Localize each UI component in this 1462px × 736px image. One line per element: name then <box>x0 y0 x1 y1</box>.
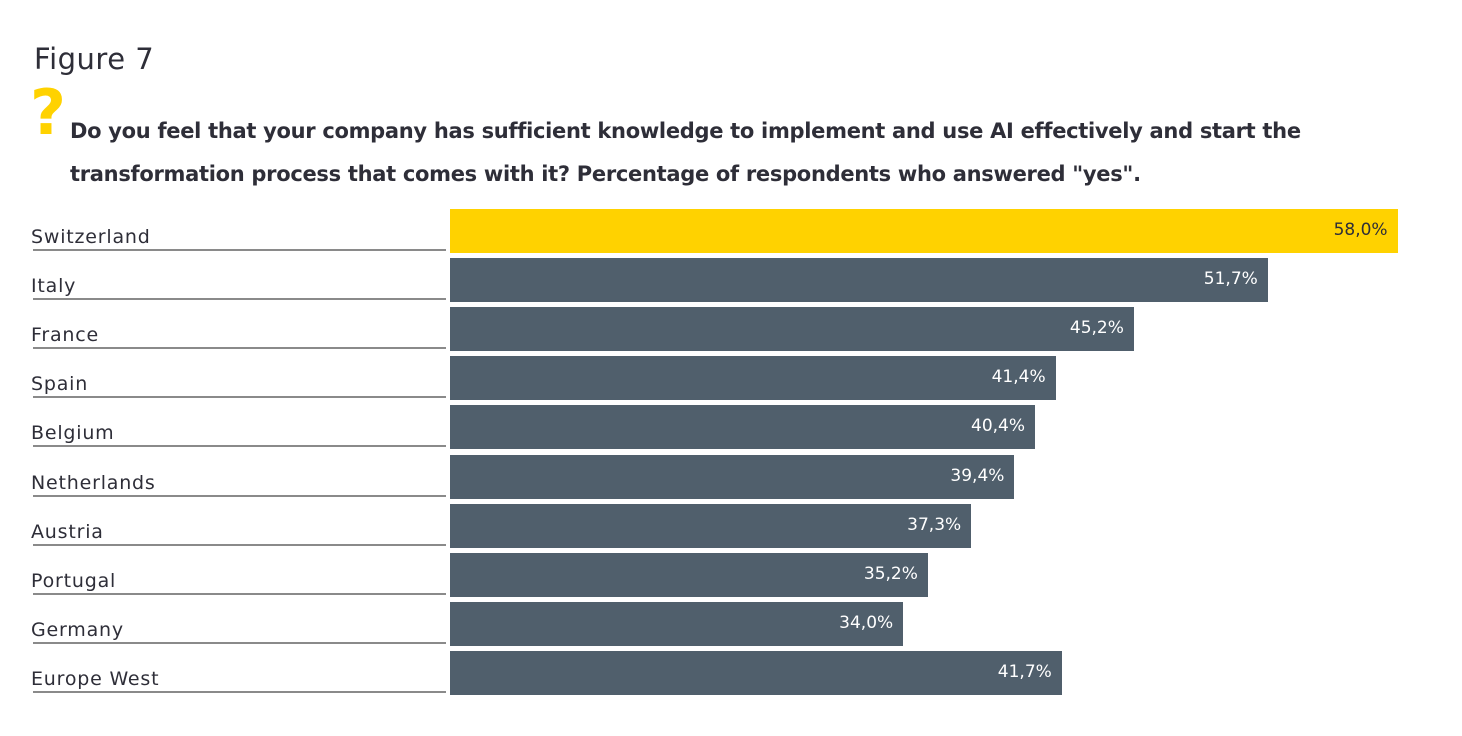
category-label: France <box>31 324 99 347</box>
chart-title: Do you feel that your company has suffic… <box>70 119 1301 186</box>
category-label: Spain <box>31 373 89 396</box>
label-underline <box>33 445 446 448</box>
data-label: 45,2% <box>1069 318 1124 339</box>
data-label: 40,4% <box>971 416 1026 437</box>
data-label: 41,4% <box>991 367 1046 388</box>
figure-label: Figure 7 <box>34 42 155 76</box>
data-label: 39,4% <box>950 465 1005 486</box>
bar-austria <box>450 503 972 548</box>
category-label: Belgium <box>31 422 115 445</box>
data-label: 58,0% <box>1333 220 1388 240</box>
category-label: Netherlands <box>31 471 156 494</box>
data-label: 37,3% <box>907 514 962 535</box>
bar-switzerland <box>450 209 1398 253</box>
category-label: Austria <box>31 520 104 543</box>
label-underline <box>33 249 446 251</box>
bar-italy <box>450 258 1268 303</box>
data-label: 34,0% <box>839 612 894 633</box>
label-underline <box>33 396 446 399</box>
bar-europe-west <box>450 650 1062 695</box>
category-label: Germany <box>31 618 124 641</box>
category-label: Switzerland <box>31 226 151 248</box>
question-mark-icon: ? <box>30 76 66 149</box>
label-underline <box>33 641 446 644</box>
label-underline <box>33 690 446 693</box>
category-label: Italy <box>31 275 77 298</box>
label-underline <box>33 298 446 301</box>
bar-portugal <box>450 552 928 597</box>
data-label: 35,2% <box>863 563 918 584</box>
label-underline <box>33 592 446 595</box>
bar-netherlands <box>450 454 1015 499</box>
category-label: Portugal <box>31 569 117 592</box>
label-underline <box>33 494 446 497</box>
bar-belgium <box>450 405 1036 450</box>
category-label: Europe West <box>31 667 160 690</box>
bar-france <box>450 307 1134 352</box>
data-label: 41,7% <box>997 661 1052 682</box>
label-underline <box>33 543 446 546</box>
data-label: 51,7% <box>1203 269 1258 290</box>
label-underline <box>33 347 446 350</box>
bar-spain <box>450 356 1056 401</box>
bar-germany <box>450 601 904 646</box>
